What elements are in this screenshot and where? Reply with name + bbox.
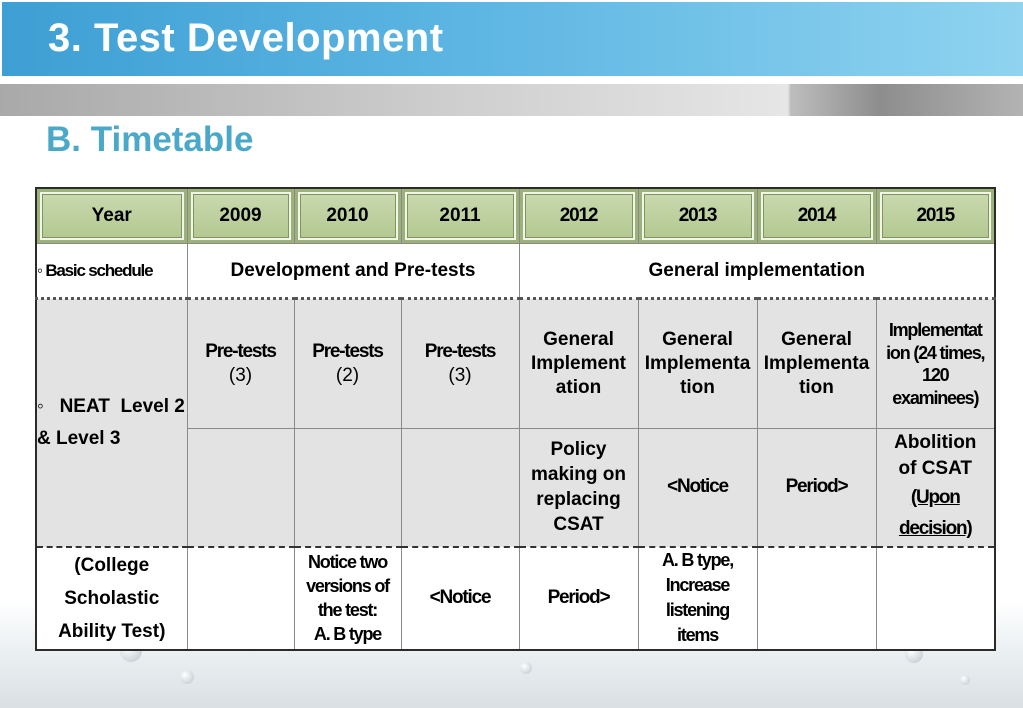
general-implementation-2014: General Implementa tion bbox=[756, 298, 877, 429]
empty-2011 bbox=[400, 428, 520, 548]
neat-label: ◦ NEAT Level 2 & Level 3 bbox=[35, 298, 188, 548]
header-2014: 2014 bbox=[756, 187, 877, 244]
csat-empty-2014 bbox=[756, 546, 877, 650]
notice-two-versions-2010: Notice two versions of the test: A. B type bbox=[293, 546, 402, 650]
notice-2013: <Notice bbox=[637, 428, 758, 548]
header-2015: 2015 bbox=[875, 187, 996, 244]
pretests-2010: Pre-tests (2) bbox=[293, 298, 402, 429]
policy-making-2012: Policy making on replacing CSAT bbox=[518, 428, 639, 548]
pretests-2011: Pre-tests (3) bbox=[400, 298, 520, 429]
development-pretests: Development and Pre-tests bbox=[186, 243, 520, 300]
csat-plan-row: Policy making on replacing CSAT <Notice Per… bbox=[36, 428, 996, 548]
implementation-2015: Implementat ion (24 times, 120 examinees) bbox=[875, 298, 996, 429]
empty-2010 bbox=[293, 428, 402, 548]
abolition-csat-2015: Abolition of CSAT (Upon decision) bbox=[875, 428, 996, 548]
basic-schedule-label: ◦ Basic schedule bbox=[35, 243, 188, 300]
header-2012: 2012 bbox=[518, 187, 639, 244]
section-subtitle: B. Timetable bbox=[46, 120, 254, 159]
period-2014: Period> bbox=[756, 428, 877, 548]
basic-schedule-row: ◦ Basic schedule Development and Pre-tes… bbox=[35, 243, 996, 300]
page-title: 3. Test Development bbox=[48, 16, 444, 60]
pretests-2009: Pre-tests (3) bbox=[186, 298, 295, 429]
general-implementation-2013: General Implementa tion bbox=[637, 298, 758, 429]
empty-2009 bbox=[186, 428, 295, 548]
title-bar: 3. Test Development bbox=[2, 2, 1023, 76]
header-row: Year 2009 2010 2011 2012 2013 2014 2015 bbox=[35, 187, 996, 244]
divider-bar bbox=[0, 84, 1023, 116]
csat-label: (College Scholastic Ability Test) bbox=[35, 546, 188, 650]
neat-row: ◦ NEAT Level 2 & Level 3 Pre-tests (3) Pr… bbox=[35, 298, 996, 548]
header-year: Year bbox=[35, 187, 188, 244]
period-2012: Period> bbox=[518, 546, 639, 650]
header-2011: 2011 bbox=[400, 187, 520, 244]
csat-empty-2009 bbox=[186, 546, 295, 650]
general-implementation: General implementation bbox=[518, 243, 996, 300]
ab-type-2013: A. B type, Increase listening items bbox=[637, 546, 758, 650]
header-2009: 2009 bbox=[186, 187, 295, 244]
header-2010: 2010 bbox=[293, 187, 402, 244]
notice-2011: <Notice bbox=[400, 546, 520, 650]
timetable: Year 2009 2010 2011 2012 2013 2014 2015 … bbox=[35, 187, 996, 651]
csat-empty-2015 bbox=[875, 546, 996, 650]
csat-row: (College Scholastic Ability Test) Notice t… bbox=[35, 546, 996, 650]
general-implementation-2012: General Implement ation bbox=[518, 298, 639, 429]
header-2013: 2013 bbox=[637, 187, 758, 244]
